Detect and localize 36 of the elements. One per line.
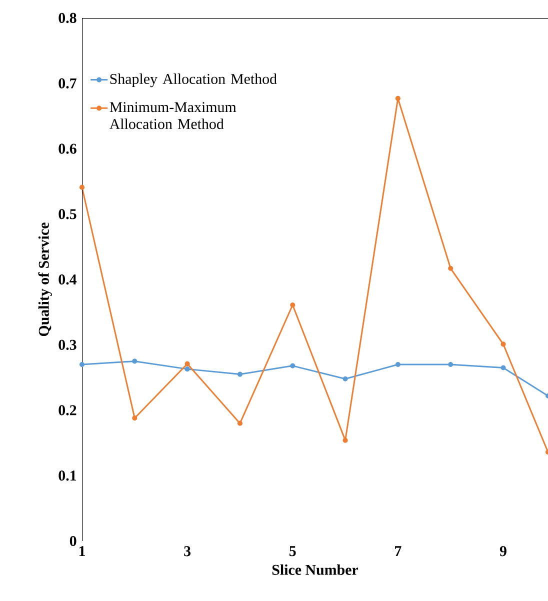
point [237, 372, 243, 377]
point [132, 358, 138, 364]
y-tick-label: 0.1 [58, 470, 76, 481]
y-tick-label: 0.8 [58, 12, 76, 24]
legend-label: Minimum-Maximum Allocation Method [109, 102, 236, 130]
point [132, 416, 138, 421]
point [342, 438, 348, 443]
x-tick-label: 1 [79, 546, 85, 556]
point [395, 362, 400, 368]
x-tick-label: 9 [500, 546, 506, 556]
legend-label: Shapley Allocation Method [110, 74, 277, 88]
point [237, 420, 243, 426]
point [448, 362, 454, 368]
y-tick-label: 0.6 [58, 144, 76, 154]
y-tick-label: 0.2 [58, 405, 76, 416]
y-tick-label: 0.5 [58, 209, 76, 220]
point [500, 342, 506, 347]
y-tick-label: 0.3 [58, 340, 76, 350]
x-tick-label: 7 [395, 546, 402, 556]
x-tick-label: 3 [184, 546, 191, 556]
y-tick-label: 0.4 [58, 274, 77, 285]
point [290, 363, 296, 368]
point [290, 302, 296, 308]
point [448, 266, 454, 271]
point [342, 376, 348, 382]
point [500, 365, 506, 370]
point [79, 362, 85, 368]
y-tick-label: 0 [70, 536, 76, 546]
y-tick-label: 0.7 [58, 78, 76, 88]
y-axis-title: Quality of Service [38, 222, 52, 336]
x-tick-label: 5 [289, 546, 296, 556]
point [184, 361, 190, 366]
point [184, 366, 190, 372]
x-axis-title: Slice Number [272, 564, 358, 575]
point [395, 96, 400, 101]
point [79, 184, 85, 190]
